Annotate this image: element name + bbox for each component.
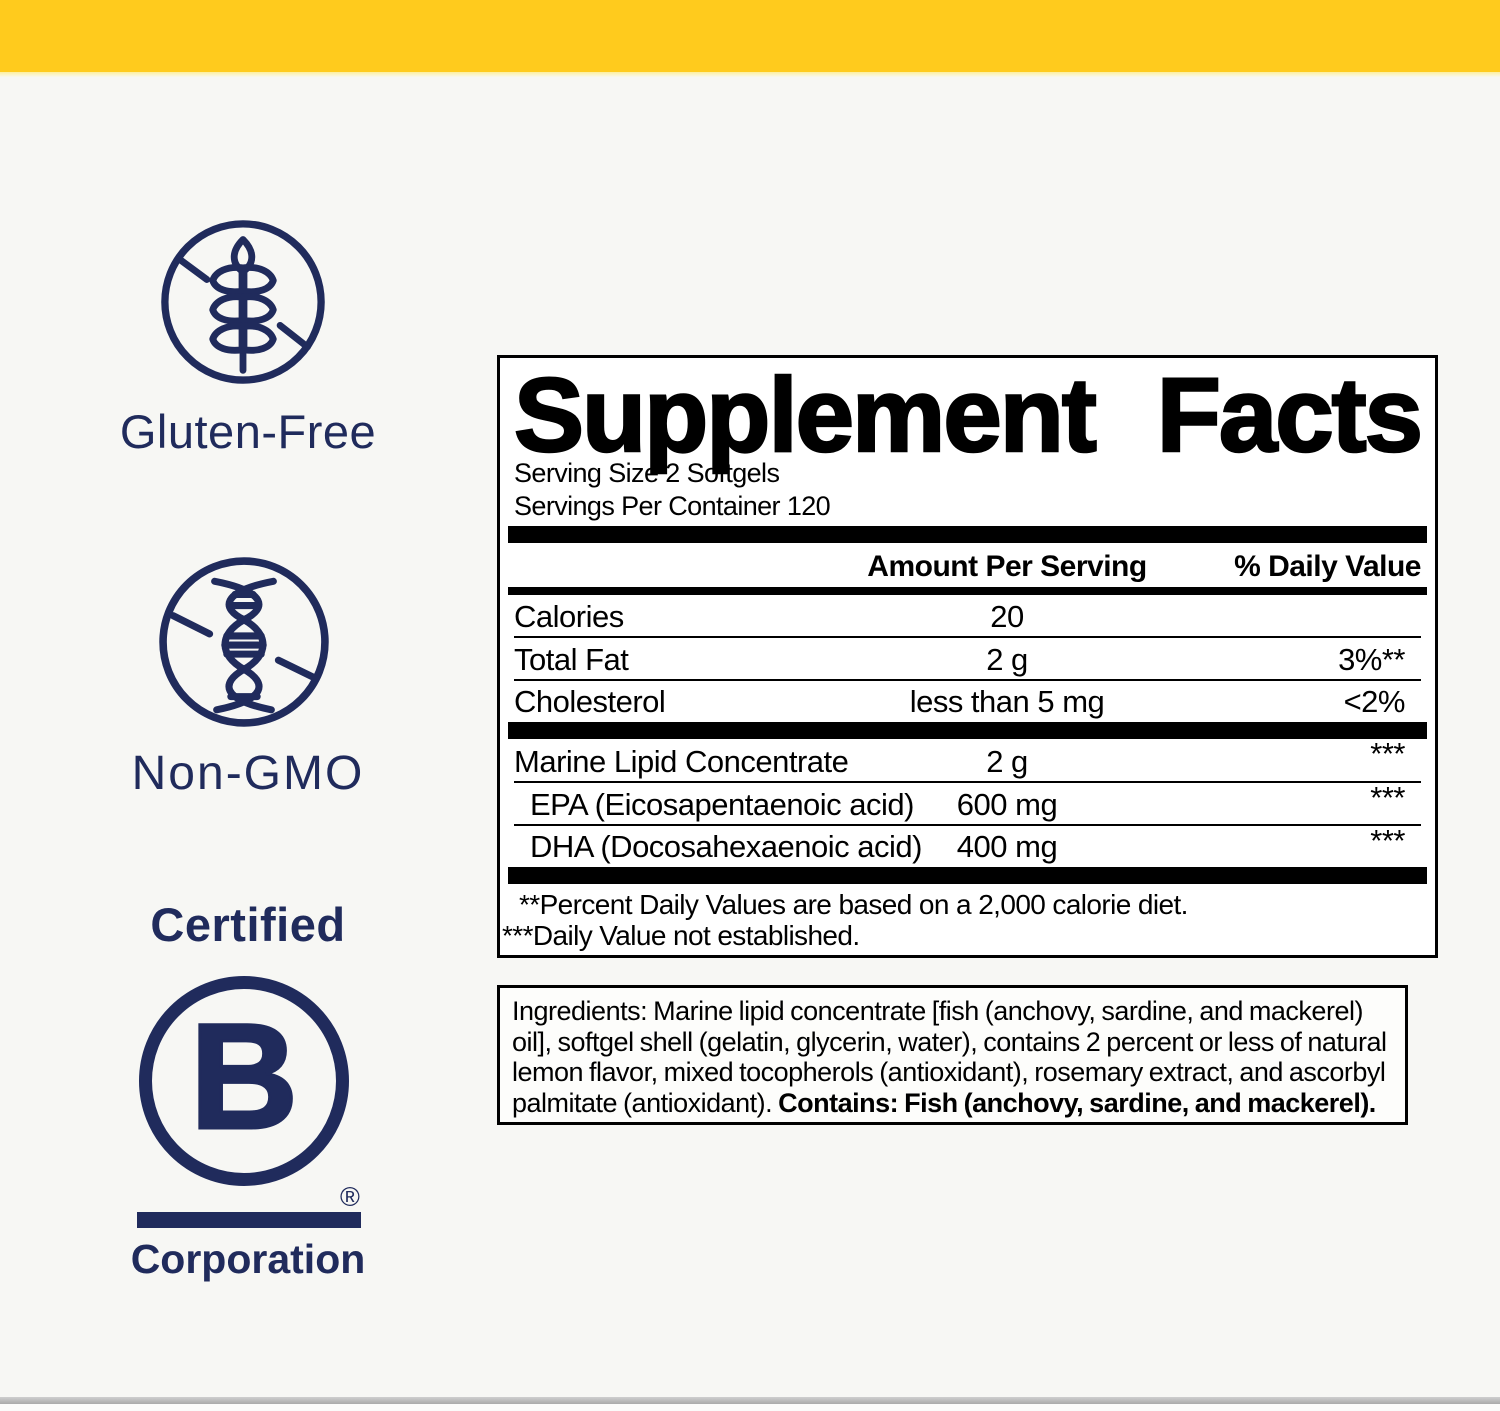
nutrient-amount: 400 mg: [956, 829, 1058, 864]
bcorp-corporation-text: Corporation: [130, 1236, 366, 1282]
divider-bar-thick: [508, 867, 1427, 884]
nutrient-daily-value: ***: [1370, 736, 1405, 771]
slash-segment: [276, 321, 311, 351]
nutrient-name: Calories: [514, 599, 624, 634]
divider-bar-thick: [508, 722, 1427, 739]
nutrient-daily-value: 3%**: [1338, 642, 1405, 677]
nutrient-name: Total Fat: [514, 642, 629, 677]
slash-segment: [274, 656, 320, 682]
column-header-daily-value: % Daily Value: [1234, 550, 1421, 583]
supplement-facts-panel: Supplement Facts Serving Size 2 Softgels…: [497, 355, 1438, 958]
slash-segment: [177, 256, 211, 283]
ingredients-box: Ingredients: Marine lipid concentrate [f…: [497, 985, 1408, 1125]
servings-per-container-text: Servings Per Container 120: [514, 491, 831, 521]
serving-size-text: Serving Size 2 Softgels: [514, 458, 780, 488]
divider-bar-thick: [508, 526, 1427, 543]
top-accent-bar-fade: [0, 72, 1500, 77]
table-row: EPA (Eicosapentaenoic acid) 600 mg ***: [514, 780, 1421, 826]
ingredients-text: Ingredients: Marine lipid concentrate [f…: [512, 996, 1387, 1118]
panel-title-word-supplement: Supplement: [513, 357, 1098, 474]
top-accent-bar: [0, 0, 1500, 72]
b-corp-logo: B: [139, 976, 349, 1186]
nutrient-amount: 2 g: [986, 642, 1028, 677]
nutrient-amount: 600 mg: [956, 787, 1058, 822]
contains-allergen-text: Contains: Fish (anchovy, sardine, and ma…: [778, 1087, 1376, 1118]
nutrient-daily-value: <2%: [1343, 684, 1406, 719]
table-header-row: Amount Per Serving % Daily Value: [514, 543, 1421, 587]
table-row: DHA (Docosahexaenoic acid) 400 mg ***: [514, 823, 1421, 867]
nutrient-name: Cholesterol: [514, 684, 666, 719]
panel-title: Supplement Facts: [513, 357, 1425, 474]
bcorp-certified-text: Certified: [150, 898, 346, 951]
nutrient-amount: 2 g: [986, 744, 1028, 779]
gluten-free-icon: [160, 218, 326, 384]
table-row: Marine Lipid Concentrate 2 g ***: [514, 736, 1421, 783]
bottom-divider-line: [0, 1397, 1500, 1404]
column-header-amount: Amount Per Serving: [867, 550, 1147, 583]
nutrient-amount: 20: [990, 599, 1024, 634]
b-corp-underline-bar: [137, 1212, 361, 1228]
bottom-divider-highlight: [0, 1404, 1500, 1411]
b-corp-letter: B: [188, 992, 299, 1160]
panel-title-word-facts: Facts: [1155, 357, 1424, 474]
nutrient-daily-value: ***: [1370, 823, 1405, 858]
non-gmo-label: Non-GMO: [131, 747, 365, 800]
nutrient-name: DHA (Docosahexaenoic acid): [530, 829, 922, 864]
divider-bar-medium: [508, 587, 1427, 595]
nutrient-amount: less than 5 mg: [909, 684, 1105, 719]
footnotes: **Percent Daily Values are based on a 2,…: [502, 889, 1421, 951]
nutrient-daily-value: ***: [1370, 780, 1405, 815]
nutrient-name: EPA (Eicosapentaenoic acid): [530, 787, 915, 822]
footnote-not-established: ***Daily Value not established.: [502, 920, 860, 951]
registered-trademark-icon: ®: [340, 1182, 360, 1212]
slash-segment: [169, 612, 214, 638]
gluten-free-label: Gluten-Free: [119, 405, 377, 458]
table-row: Cholesterol less than 5 mg <2%: [514, 681, 1421, 722]
nutrient-name: Marine Lipid Concentrate: [514, 744, 849, 779]
non-gmo-icon: [158, 556, 330, 728]
table-row: Total Fat 2 g 3%**: [514, 638, 1421, 681]
table-row: Calories 20: [514, 595, 1421, 638]
footnote-daily-values: **Percent Daily Values are based on a 2,…: [519, 889, 1188, 920]
